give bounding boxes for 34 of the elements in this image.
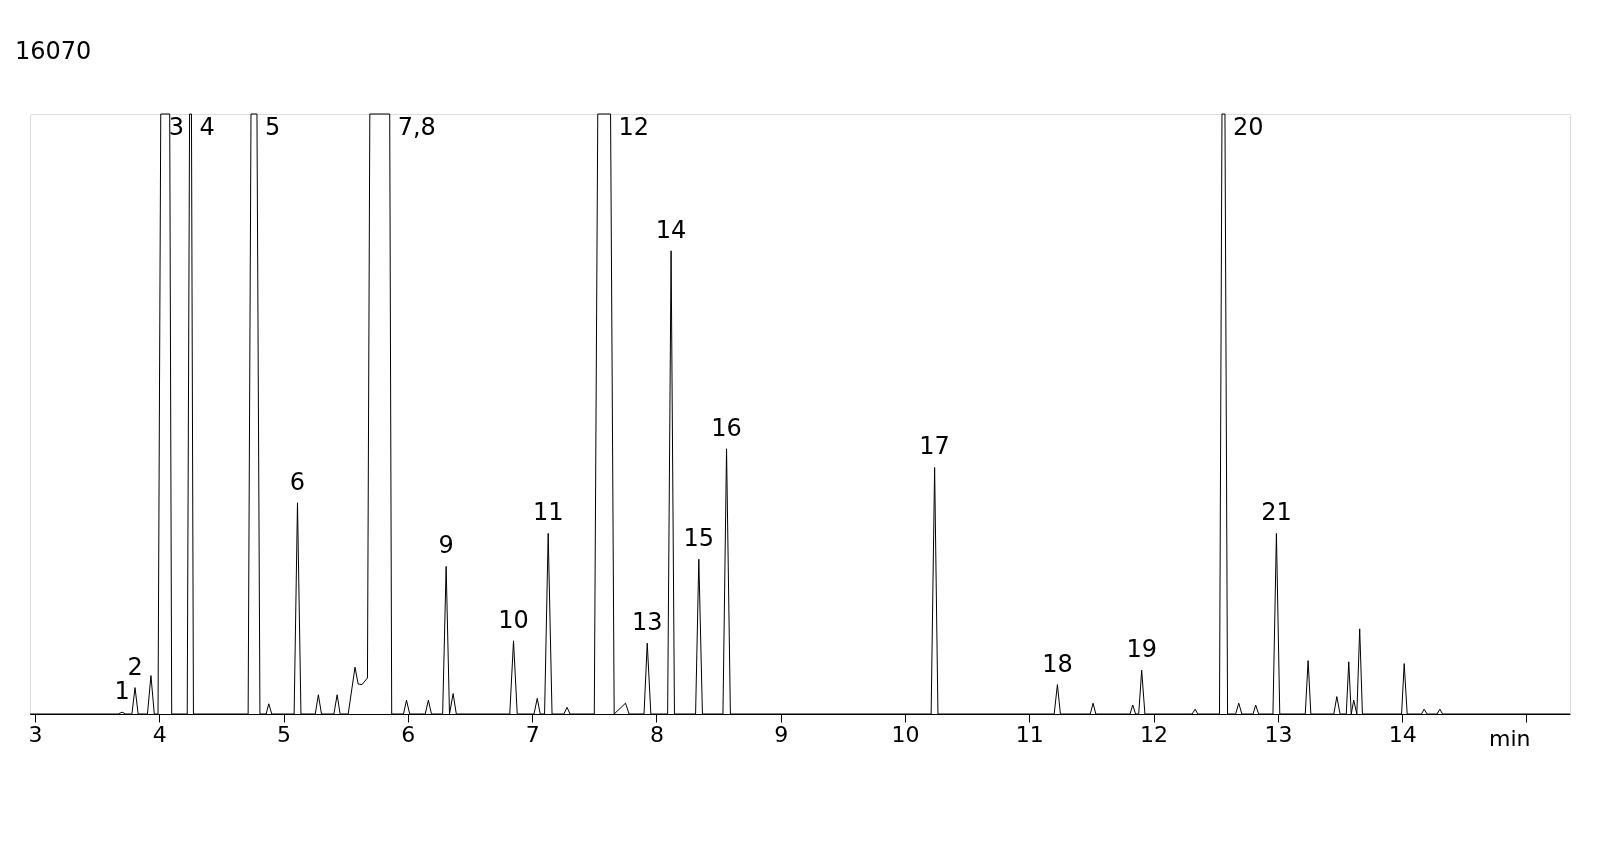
- annotation: 19: [1126, 635, 1157, 664]
- text: 16070: [15, 37, 92, 65]
- annotation: 14: [655, 215, 687, 244]
- annotation: 10: [498, 605, 529, 634]
- annotation: 20: [1232, 113, 1264, 141]
- annotation: 15: [683, 524, 715, 553]
- x-tick-label: 13: [1264, 721, 1293, 747]
- annotation: 3: [168, 113, 185, 141]
- annotation: 16: [711, 413, 742, 442]
- annotation: 12: [618, 113, 650, 141]
- annotation: 7,8: [397, 113, 436, 141]
- annotation: 4: [199, 113, 215, 141]
- annotation: 2: [127, 652, 143, 681]
- x-tick-label: 6: [401, 721, 416, 747]
- x-tick-label: 4: [152, 721, 167, 747]
- x-tick-label: 8: [649, 721, 664, 747]
- x-tick-label: 3: [28, 721, 43, 747]
- x-tick-label: 12: [1140, 721, 1169, 747]
- annotation: 5: [264, 113, 281, 141]
- annotation: 6: [289, 467, 306, 496]
- x-tick-label: 9: [774, 721, 789, 747]
- annotation: 1: [114, 677, 130, 706]
- annotation: 11: [532, 498, 564, 527]
- annotation: 13: [631, 608, 663, 637]
- annotation: 9: [438, 531, 454, 560]
- x-tick-label: 7: [525, 721, 540, 747]
- x-tick-label: 10: [891, 721, 920, 747]
- x-axis-title: min: [1489, 725, 1531, 751]
- annotation: 17: [919, 432, 950, 461]
- annotation: 18: [1042, 649, 1073, 678]
- annotation: 21: [1261, 498, 1292, 527]
- x-tick-label: 11: [1015, 721, 1044, 747]
- x-tick-label: 5: [277, 721, 292, 747]
- x-tick-label: 14: [1388, 721, 1417, 747]
